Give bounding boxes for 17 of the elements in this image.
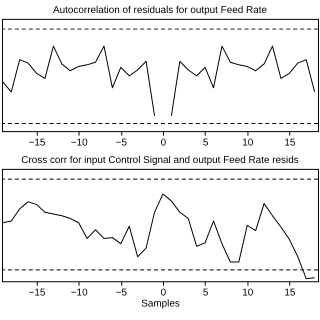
x-axis-title: Samples (141, 298, 180, 310)
x-tick-label: 10 (242, 138, 254, 149)
x-tick-label: −10 (70, 138, 88, 149)
x-tick-label: −15 (28, 138, 46, 149)
x-tick-label: 0 (160, 288, 167, 299)
x-tick-label: −5 (116, 288, 128, 299)
x-tick-label: 5 (202, 288, 209, 299)
x-tick-label: −15 (28, 288, 46, 299)
chart-title: Cross corr for input Control Signal and output Feed Rate resids (21, 154, 299, 166)
x-tick-label: 15 (284, 288, 296, 299)
x-tick-label: 10 (242, 288, 254, 299)
x-tick-label: −10 (70, 288, 88, 299)
x-tick-label: 15 (284, 138, 296, 149)
x-tick-label: −5 (116, 138, 128, 149)
chart-title: Autocorrelation of residuals for output Feed Rate (53, 4, 268, 16)
x-tick-label: 5 (202, 138, 209, 149)
x-tick-label: 0 (160, 138, 167, 149)
